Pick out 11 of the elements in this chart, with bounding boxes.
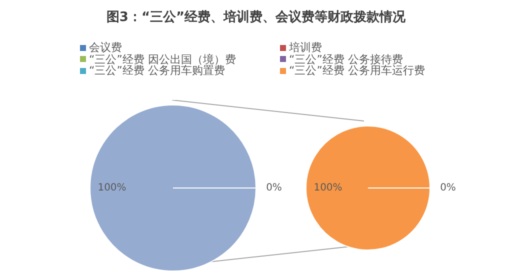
data-label: 100%	[314, 182, 342, 194]
legend-label: “三公”经费 公务接待费	[289, 52, 403, 66]
legend-label: “三公”经费 因公出国（境）费	[89, 52, 236, 66]
chart-title: 图3：“三公”经费、培训费、会议费等财政拨款情况	[105, 8, 407, 26]
legend-label: 会议费	[89, 41, 122, 54]
text: 0%	[440, 182, 456, 194]
data-label: 100%	[98, 182, 126, 194]
text: 0%	[266, 182, 282, 194]
legend-label: 培训费	[289, 41, 322, 54]
legend-label: “三公”经费 公务用车购置费	[89, 64, 225, 77]
legend-label: “三公”经费 公务用车运行费	[289, 64, 425, 77]
